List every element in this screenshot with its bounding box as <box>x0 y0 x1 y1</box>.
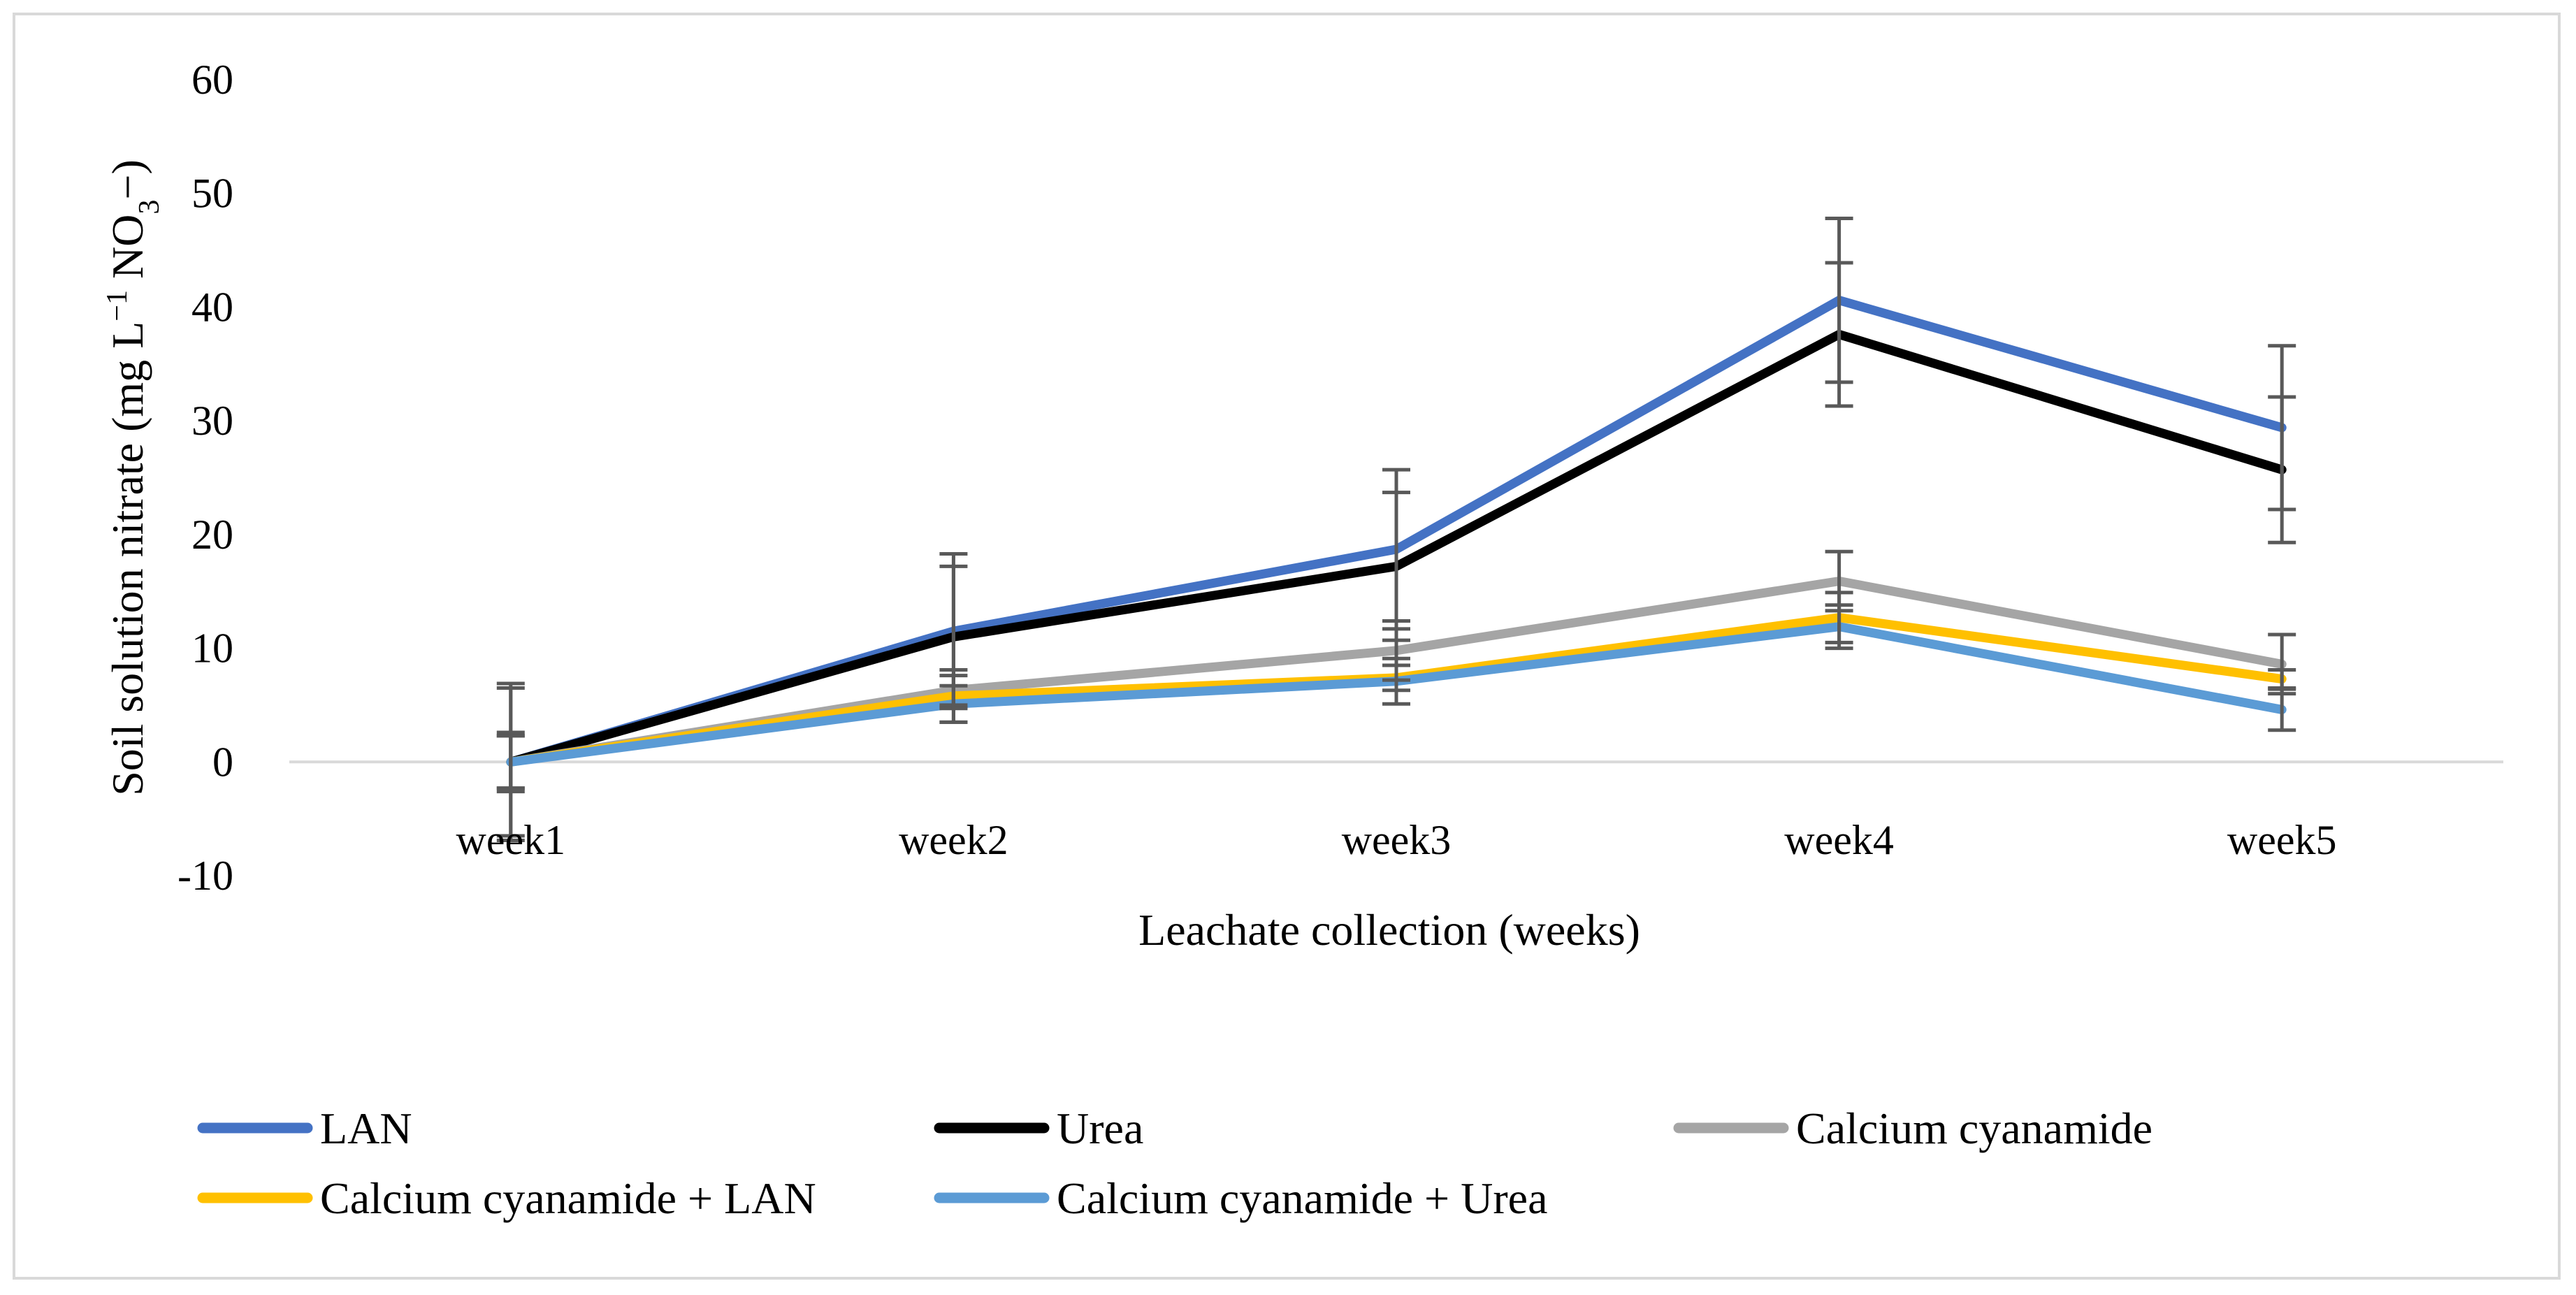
error-bar <box>1825 603 1853 651</box>
y-tick-label: 10 <box>191 625 233 672</box>
y-axis-title-end: −) <box>103 159 152 199</box>
legend-item: LAN <box>197 1104 412 1153</box>
x-tick-label: week4 <box>1784 817 1894 863</box>
legend-item: Calcium cyanamide <box>1673 1104 2152 1153</box>
x-tick-label: week1 <box>456 817 566 863</box>
legend-label: Calcium cyanamide + LAN <box>320 1173 816 1223</box>
x-axis-title: Leachate collection (weeks) <box>1138 905 1640 955</box>
legend-item: Urea <box>934 1104 1143 1153</box>
error-bar <box>2268 395 2296 544</box>
y-tick-label: 50 <box>191 171 233 217</box>
y-axis-title-superscript: −1 <box>101 290 133 321</box>
error-bar <box>939 683 968 724</box>
x-tick-label: week3 <box>1342 817 1452 863</box>
legend-label: Calcium cyanamide <box>1796 1104 2152 1153</box>
legend-label: Urea <box>1057 1104 1143 1153</box>
y-tick-label: 40 <box>191 284 233 330</box>
legend-item: Calcium cyanamide + LAN <box>197 1173 816 1223</box>
y-tick-label: 20 <box>191 512 233 558</box>
error-bars <box>496 217 2296 843</box>
x-tick-label: week5 <box>2227 817 2337 863</box>
error-bar <box>496 734 525 790</box>
legend-item: Calcium cyanamide + Urea <box>934 1173 1547 1223</box>
error-bar <box>2268 687 2296 732</box>
y-tick-label: 60 <box>191 57 233 103</box>
legend: LAN Urea Calcium cyanamide Calcium cyanamid… <box>197 1104 2152 1223</box>
y-axis-ticks: -10 0 10 20 30 40 50 60 <box>178 57 233 899</box>
y-axis-title-main: Soil solution nitrate (mg L <box>103 321 152 796</box>
y-axis-title-mid: NO <box>103 215 152 290</box>
error-bar <box>1825 261 1853 408</box>
x-tick-label: week2 <box>899 817 1008 863</box>
legend-label: LAN <box>320 1104 412 1153</box>
y-tick-label: 30 <box>191 398 233 444</box>
y-axis-title: Soil solution nitrate (mg L−1 NO3−) <box>101 159 166 796</box>
error-bar <box>1382 656 1410 706</box>
chart-frame: -10 0 10 20 30 40 50 60 week1 week2 week3 week4 wee… <box>13 13 2561 1280</box>
y-tick-label: 0 <box>212 739 233 785</box>
legend-label: Calcium cyanamide + Urea <box>1057 1173 1547 1223</box>
y-axis-title-subscript: 3 <box>133 200 166 215</box>
y-tick-label: -10 <box>178 853 233 899</box>
x-axis-ticks: week1 week2 week3 week4 week5 <box>456 817 2337 863</box>
